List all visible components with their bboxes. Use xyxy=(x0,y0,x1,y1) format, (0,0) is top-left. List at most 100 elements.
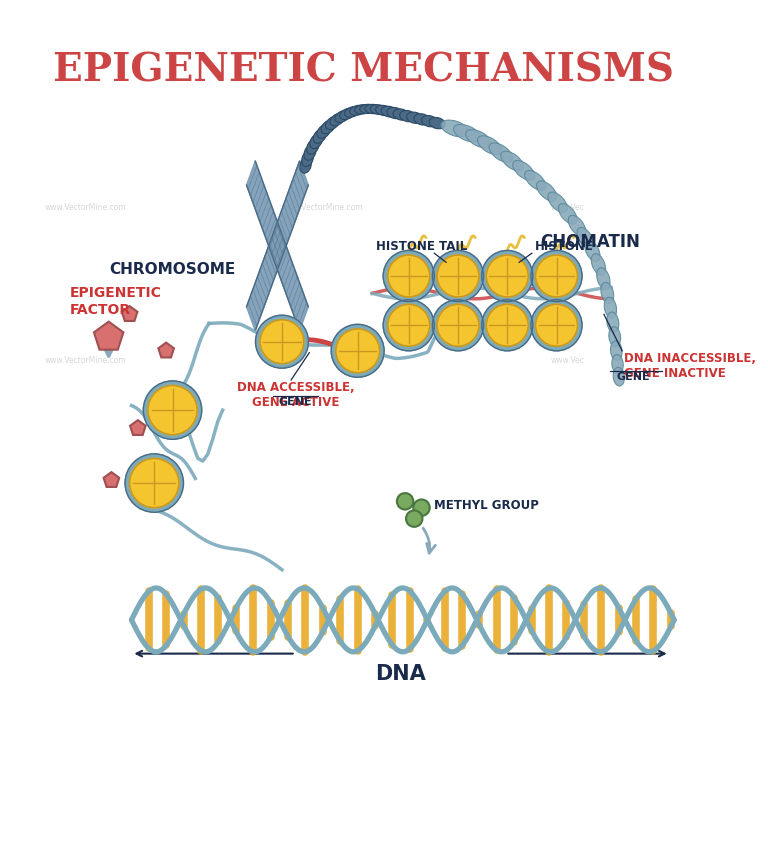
Ellipse shape xyxy=(612,355,624,375)
Circle shape xyxy=(388,305,430,347)
Ellipse shape xyxy=(525,171,546,192)
Circle shape xyxy=(383,252,434,302)
Text: HISTONE TAIL: HISTONE TAIL xyxy=(376,240,467,253)
Ellipse shape xyxy=(326,117,340,130)
Circle shape xyxy=(437,305,479,347)
Ellipse shape xyxy=(387,108,403,120)
Ellipse shape xyxy=(406,113,423,124)
Polygon shape xyxy=(158,344,174,358)
Ellipse shape xyxy=(429,118,445,130)
Circle shape xyxy=(336,329,379,373)
Circle shape xyxy=(482,252,533,302)
Ellipse shape xyxy=(300,158,311,174)
Circle shape xyxy=(531,252,582,302)
Ellipse shape xyxy=(310,134,323,149)
Circle shape xyxy=(125,454,184,512)
Ellipse shape xyxy=(513,161,535,181)
Ellipse shape xyxy=(349,106,366,116)
Text: GENE: GENE xyxy=(616,371,650,381)
Ellipse shape xyxy=(548,192,568,214)
Ellipse shape xyxy=(537,181,557,202)
Text: www.VectorMine.com: www.VectorMine.com xyxy=(45,203,127,212)
Ellipse shape xyxy=(370,106,386,116)
Ellipse shape xyxy=(335,111,350,123)
Polygon shape xyxy=(104,473,119,487)
Circle shape xyxy=(437,256,479,298)
Text: www.VectorMine.com: www.VectorMine.com xyxy=(282,203,363,212)
Circle shape xyxy=(406,511,422,528)
Ellipse shape xyxy=(302,152,313,167)
Ellipse shape xyxy=(489,143,513,163)
Ellipse shape xyxy=(359,106,376,115)
Ellipse shape xyxy=(454,125,481,143)
Ellipse shape xyxy=(393,110,409,121)
Circle shape xyxy=(383,300,434,351)
Ellipse shape xyxy=(381,107,397,118)
Text: METHYL GROUP: METHYL GROUP xyxy=(434,498,539,511)
Text: GENE: GENE xyxy=(279,397,313,407)
Ellipse shape xyxy=(584,241,600,262)
Ellipse shape xyxy=(306,140,319,155)
Text: www.Vec: www.Vec xyxy=(551,203,584,212)
Circle shape xyxy=(260,321,304,364)
Text: CHROMOSOME: CHROMOSOME xyxy=(109,262,236,277)
Polygon shape xyxy=(130,420,146,436)
Text: www.Vec: www.Vec xyxy=(551,356,584,365)
Text: CHOMATIN: CHOMATIN xyxy=(540,233,640,251)
Ellipse shape xyxy=(607,312,619,333)
Text: DNA INACCESSIBLE,
GENE INACTIVE: DNA INACCESSIBLE, GENE INACTIVE xyxy=(624,351,756,379)
Ellipse shape xyxy=(465,131,492,149)
Ellipse shape xyxy=(330,114,345,127)
Ellipse shape xyxy=(441,121,469,138)
Ellipse shape xyxy=(376,106,392,116)
Ellipse shape xyxy=(422,116,438,127)
Ellipse shape xyxy=(304,145,316,161)
Text: HISTONE: HISTONE xyxy=(535,240,594,253)
Circle shape xyxy=(144,381,202,440)
Ellipse shape xyxy=(591,254,605,276)
Ellipse shape xyxy=(414,115,430,126)
Ellipse shape xyxy=(313,129,326,144)
Ellipse shape xyxy=(568,216,586,237)
Text: EPIGENETIC
FACTOR: EPIGENETIC FACTOR xyxy=(69,286,161,317)
Circle shape xyxy=(531,300,582,351)
Polygon shape xyxy=(122,306,137,322)
Ellipse shape xyxy=(604,298,617,319)
Circle shape xyxy=(486,305,528,347)
Ellipse shape xyxy=(317,125,331,139)
Polygon shape xyxy=(247,162,308,332)
Ellipse shape xyxy=(399,111,415,122)
Circle shape xyxy=(413,500,430,517)
Ellipse shape xyxy=(609,327,621,348)
Ellipse shape xyxy=(558,204,577,225)
Ellipse shape xyxy=(321,121,335,134)
Circle shape xyxy=(482,300,533,351)
Text: www.VectorMine.com: www.VectorMine.com xyxy=(45,356,127,365)
Ellipse shape xyxy=(365,106,381,115)
Ellipse shape xyxy=(355,106,371,115)
Circle shape xyxy=(388,256,430,298)
Circle shape xyxy=(148,386,197,436)
Ellipse shape xyxy=(345,107,360,118)
Ellipse shape xyxy=(339,109,355,121)
Polygon shape xyxy=(94,322,124,350)
Circle shape xyxy=(331,325,384,378)
Circle shape xyxy=(486,256,528,298)
Circle shape xyxy=(256,316,309,369)
Text: EPIGENETIC MECHANISMS: EPIGENETIC MECHANISMS xyxy=(53,51,674,89)
Ellipse shape xyxy=(478,137,502,155)
Ellipse shape xyxy=(601,283,614,304)
Circle shape xyxy=(535,256,578,298)
Ellipse shape xyxy=(611,342,622,361)
Circle shape xyxy=(130,459,179,508)
Polygon shape xyxy=(247,162,308,332)
Ellipse shape xyxy=(613,368,624,387)
Circle shape xyxy=(432,300,484,351)
Circle shape xyxy=(397,494,413,510)
Ellipse shape xyxy=(501,152,524,171)
Circle shape xyxy=(432,252,484,302)
Ellipse shape xyxy=(597,268,610,289)
Ellipse shape xyxy=(577,228,594,249)
Circle shape xyxy=(535,305,578,347)
Text: DNA ACCESSIBLE,
GENE ACTIVE: DNA ACCESSIBLE, GENE ACTIVE xyxy=(237,381,355,408)
